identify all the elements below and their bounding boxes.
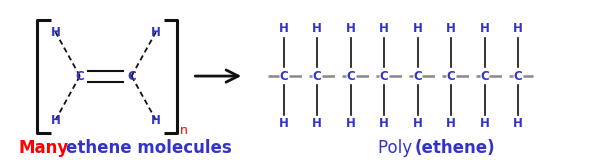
Text: C: C xyxy=(514,70,522,83)
Text: Many: Many xyxy=(19,139,69,157)
Text: C: C xyxy=(447,70,456,83)
Text: C: C xyxy=(279,70,288,83)
Text: n: n xyxy=(180,124,188,137)
Text: H: H xyxy=(346,117,356,130)
Text: C: C xyxy=(413,70,422,83)
Text: H: H xyxy=(479,22,489,36)
Text: H: H xyxy=(412,22,423,36)
Text: H: H xyxy=(279,22,289,36)
Text: H: H xyxy=(513,22,523,36)
Text: H: H xyxy=(412,117,423,130)
Text: C: C xyxy=(380,70,389,83)
Text: C: C xyxy=(127,70,136,83)
Text: H: H xyxy=(279,117,289,130)
Text: H: H xyxy=(346,22,356,36)
Text: H: H xyxy=(479,117,489,130)
Text: H: H xyxy=(446,22,456,36)
Text: H: H xyxy=(151,26,161,39)
Text: H: H xyxy=(446,117,456,130)
Text: C: C xyxy=(346,70,355,83)
Text: H: H xyxy=(513,117,523,130)
Text: H: H xyxy=(312,22,322,36)
Text: H: H xyxy=(312,117,322,130)
Text: H: H xyxy=(151,113,161,127)
Text: C: C xyxy=(76,70,84,83)
Text: H: H xyxy=(51,113,60,127)
Text: ethene molecules: ethene molecules xyxy=(66,139,232,157)
Text: C: C xyxy=(480,70,489,83)
Text: H: H xyxy=(379,117,389,130)
Text: (ethene): (ethene) xyxy=(415,139,495,157)
Text: H: H xyxy=(51,26,60,39)
Text: Poly: Poly xyxy=(378,139,417,157)
Text: C: C xyxy=(313,70,321,83)
Text: H: H xyxy=(379,22,389,36)
